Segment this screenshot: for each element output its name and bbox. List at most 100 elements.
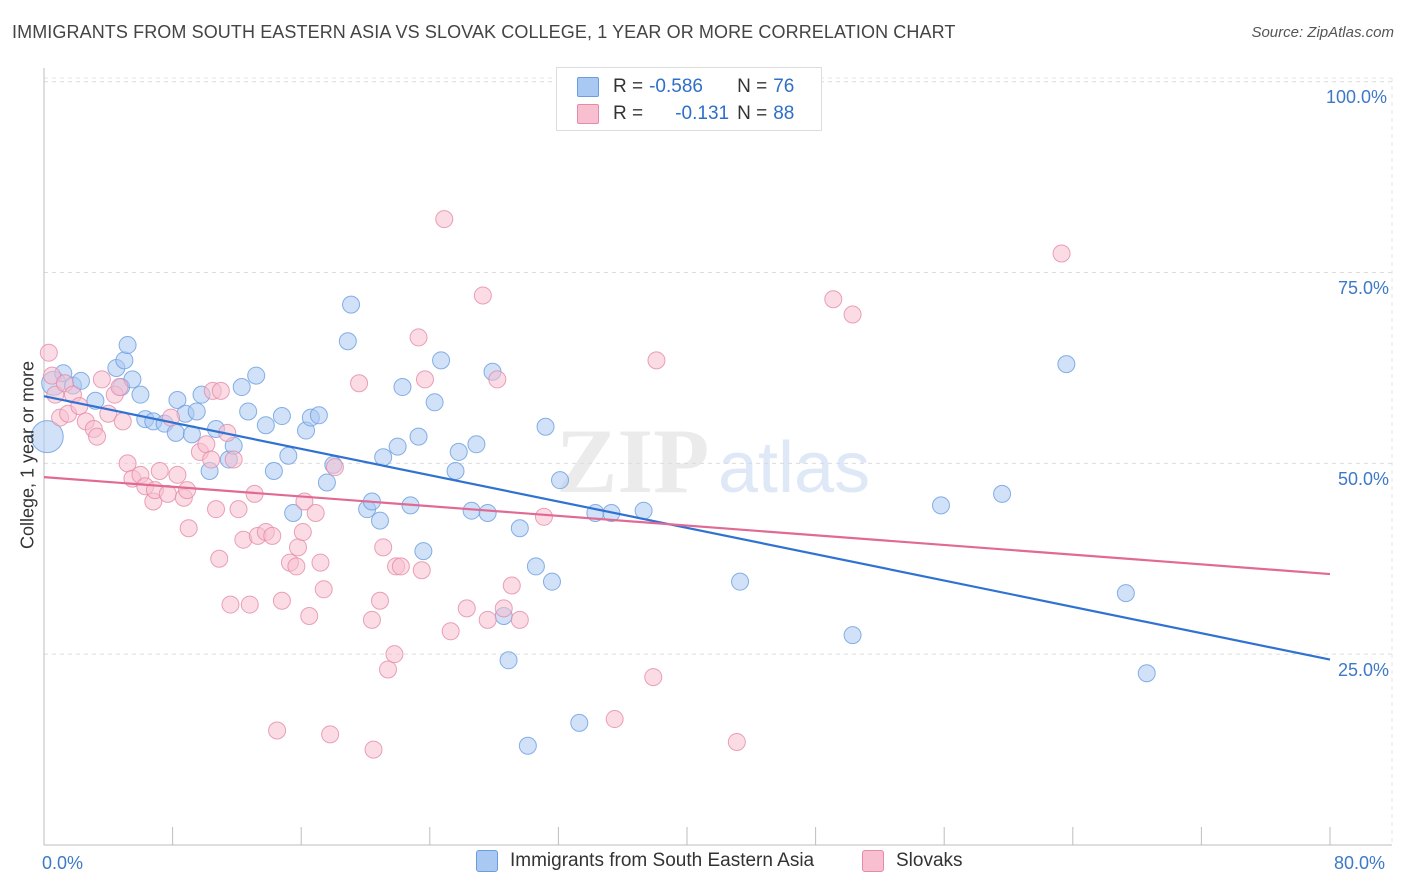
slovaks-point [325, 458, 344, 477]
slovaks-point [224, 450, 243, 469]
watermark-zip: ZIP [556, 410, 709, 512]
slovaks-point [210, 549, 229, 568]
slovaks-point [268, 721, 287, 740]
slovaks-point [435, 210, 454, 229]
immigrants-point [542, 572, 561, 591]
immigrants-point [731, 572, 750, 591]
slovaks-point [412, 561, 431, 580]
immigrants-point [131, 385, 150, 404]
immigrants-point [187, 402, 206, 421]
slovaks-point [1052, 244, 1071, 263]
y-tick-75: 75.0% [1338, 278, 1390, 298]
immigrants-point [1116, 584, 1135, 603]
immigrants-point [374, 448, 393, 467]
immigrants-point [168, 391, 187, 410]
n-value: 76 [773, 76, 795, 97]
slovaks-point [644, 668, 663, 687]
slovaks-point [39, 343, 58, 362]
immigrants-point [317, 473, 336, 492]
immigrants-point [30, 420, 64, 454]
slovaks-point [92, 370, 111, 389]
immigrants-point [993, 484, 1012, 503]
slovaks-point [409, 328, 428, 347]
bottom-legend-label-immigrants: Immigrants from South Eastern Asia [510, 850, 815, 871]
immigrants-point [338, 332, 357, 351]
bottom-legend-label-slovaks: Slovaks [896, 850, 963, 871]
legend-row-slovaks: R = -0.131 N = 88 [577, 102, 794, 126]
immigrants-point [393, 378, 412, 397]
slovaks-point [510, 610, 529, 629]
bottom-legend-swatch-immigrants [476, 850, 498, 872]
immigrants-point [309, 406, 328, 425]
immigrants-point [499, 651, 518, 670]
immigrants-point [279, 446, 298, 465]
watermark-atlas: atlas [718, 428, 870, 508]
immigrants-point [510, 519, 529, 538]
x-tick-max: 80.0% [1334, 853, 1386, 873]
immigrants-point [518, 736, 537, 755]
slovaks-point [110, 378, 129, 397]
immigrants-point [239, 402, 258, 421]
slovaks-point [824, 290, 843, 309]
slovaks-point [293, 523, 312, 542]
slovaks-point [229, 500, 248, 519]
slovaks-point [207, 500, 226, 519]
r-value: -0.131 [675, 103, 730, 124]
slovaks-point [88, 427, 107, 446]
immigrants-point [843, 626, 862, 645]
slovaks-point [240, 595, 259, 614]
immigrants-point [1137, 664, 1156, 683]
slovaks-point [306, 503, 325, 522]
slovaks-point [311, 553, 330, 572]
slovaks-point [364, 740, 383, 759]
immigrants-point [342, 295, 361, 314]
slovaks-point [300, 607, 319, 626]
slovaks-point [288, 538, 307, 557]
n-label: N = [737, 103, 768, 124]
slovaks-point [350, 374, 369, 393]
slovaks-point [391, 557, 410, 576]
slovaks-point [647, 351, 666, 370]
immigrants-point [264, 462, 283, 480]
y-tick-25: 25.0% [1338, 660, 1390, 680]
immigrants-point [467, 435, 486, 454]
slovaks-point [272, 591, 291, 610]
immigrants-point [478, 503, 497, 522]
r-label: R = [613, 103, 644, 124]
slovaks-point [263, 526, 282, 545]
slovaks-point [362, 610, 381, 629]
slovaks-point [415, 370, 434, 389]
immigrants-point [166, 423, 185, 442]
n-value: 88 [773, 103, 795, 124]
slovaks-point [287, 557, 306, 576]
correlation-legend: R = -0.586 N = 76 R = -0.131 N = 88 [556, 67, 822, 131]
slovaks-point [321, 725, 340, 744]
immigrants-trend-line [43, 395, 1331, 661]
slovaks-point [70, 397, 89, 416]
immigrants-point [432, 351, 451, 370]
immigrants-point [931, 496, 950, 515]
slovaks-trend-line [43, 476, 1331, 576]
slovaks-point [314, 580, 333, 599]
slovaks-point [168, 465, 187, 484]
legend-swatch-slovaks [577, 104, 599, 124]
slovaks-point [843, 305, 862, 324]
slovaks-point [178, 481, 197, 500]
immigrants-point [446, 462, 465, 480]
slovaks-point [473, 286, 492, 305]
bottom-legend-swatch-slovaks [862, 850, 884, 872]
n-label: N = [737, 76, 768, 97]
immigrants-point [370, 511, 389, 530]
slovaks-point [457, 599, 476, 618]
bottom-legend-slovaks: Slovaks [862, 850, 963, 872]
chart-source: Source: ZipAtlas.com [1251, 24, 1394, 41]
immigrants-point [284, 503, 303, 522]
immigrants-point [570, 713, 589, 732]
immigrants-point [1057, 355, 1076, 374]
immigrants-point [551, 471, 570, 490]
slovaks-point [150, 462, 169, 480]
slovaks-point [370, 591, 389, 610]
immigrants-point [115, 351, 134, 370]
immigrants-point [388, 437, 407, 456]
